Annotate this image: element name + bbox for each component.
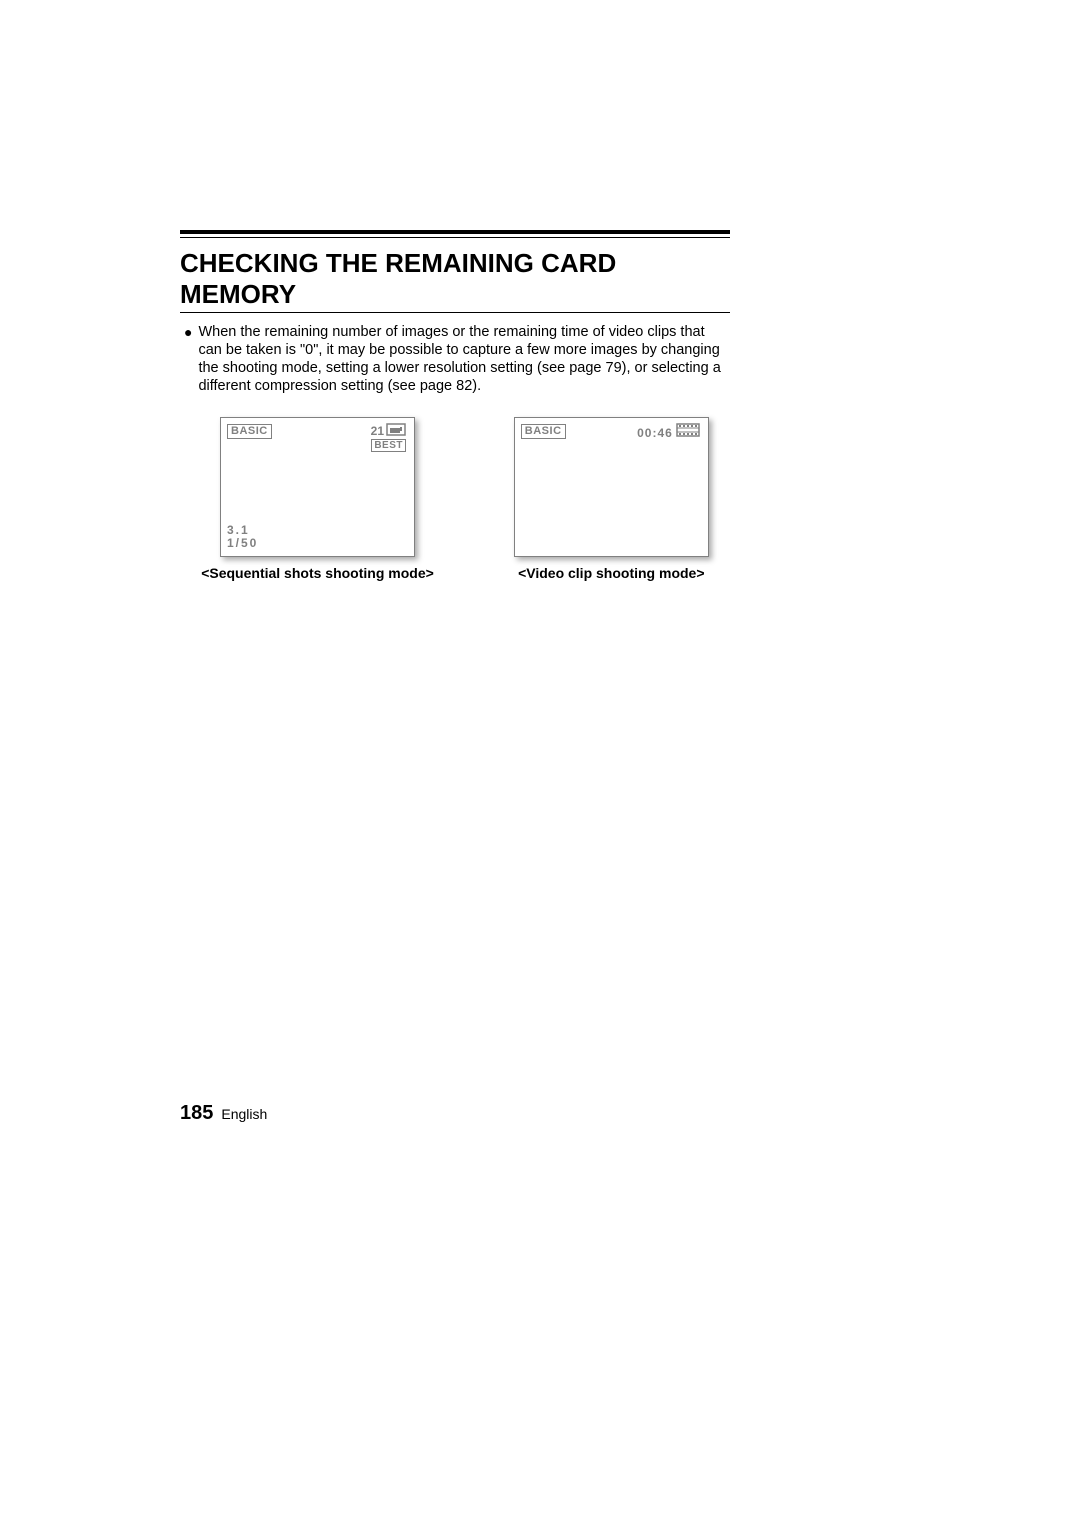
bullet-marker: ● [184, 323, 192, 395]
time-value: 00:46 [637, 426, 673, 440]
best-badge: BEST [371, 439, 406, 452]
count-number: 21 [371, 424, 384, 438]
screens-row: BASIC 21 BEST 3.1 1/50 [180, 417, 730, 581]
sequential-screen: BASIC 21 BEST 3.1 1/50 [220, 417, 415, 557]
video-caption: <Video clip shooting mode> [518, 565, 704, 581]
footer: 185 English [180, 1102, 267, 1125]
under-title-rule [180, 312, 730, 313]
sequential-screen-col: BASIC 21 BEST 3.1 1/50 [201, 417, 434, 581]
sequential-caption: <Sequential shots shooting mode> [201, 565, 434, 581]
page-title: CHECKING THE REMAINING CARD MEMORY [180, 248, 730, 310]
shutter-value: 1/50 [227, 537, 258, 550]
page-number: 185 [180, 1102, 213, 1125]
language-label: English [221, 1106, 267, 1122]
video-screen: BASIC 00:46 [514, 417, 709, 557]
basic-badge: BASIC [227, 424, 272, 439]
bullet-paragraph: ● When the remaining number of images or… [180, 323, 730, 395]
count-area: 21 [371, 423, 406, 438]
basic-badge-2: BASIC [521, 424, 566, 439]
video-screen-col: BASIC 00:46 [514, 417, 709, 581]
second-rule [180, 237, 730, 238]
film-icon [676, 423, 700, 442]
time-area: 00:46 [637, 423, 700, 442]
top-rule [180, 230, 730, 234]
burst-icon [386, 423, 406, 436]
bottom-stats: 3.1 1/50 [227, 524, 258, 550]
bullet-text: When the remaining number of images or t… [198, 323, 730, 395]
